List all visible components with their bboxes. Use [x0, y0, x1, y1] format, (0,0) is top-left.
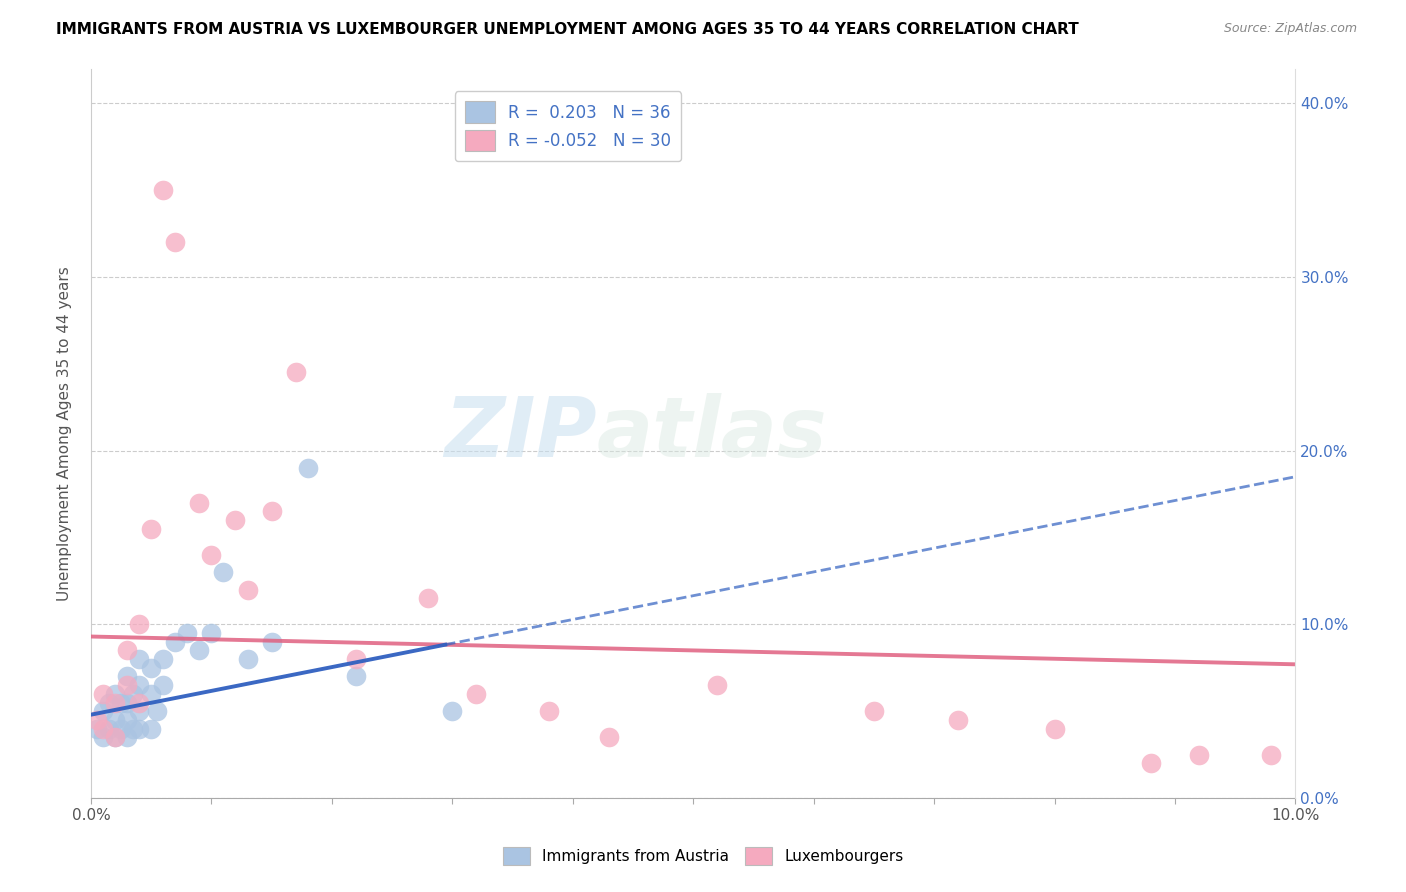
Point — [141, 722, 163, 736]
Point — [260, 504, 283, 518]
Point — [152, 678, 174, 692]
Point — [465, 687, 488, 701]
Point — [128, 722, 150, 736]
Point — [152, 652, 174, 666]
Point — [104, 696, 127, 710]
Point — [344, 652, 367, 666]
Point — [200, 548, 222, 562]
Point — [115, 731, 138, 745]
Point — [200, 626, 222, 640]
Point — [146, 704, 169, 718]
Y-axis label: Unemployment Among Ages 35 to 44 years: Unemployment Among Ages 35 to 44 years — [58, 266, 72, 600]
Point — [1043, 722, 1066, 736]
Point — [91, 687, 114, 701]
Point — [598, 731, 620, 745]
Point — [1260, 747, 1282, 762]
Point — [152, 183, 174, 197]
Point — [122, 687, 145, 701]
Point — [141, 687, 163, 701]
Point — [128, 696, 150, 710]
Point — [128, 678, 150, 692]
Point — [863, 704, 886, 718]
Point — [115, 669, 138, 683]
Point — [110, 696, 132, 710]
Text: atlas: atlas — [596, 392, 828, 474]
Point — [86, 713, 108, 727]
Point — [115, 713, 138, 727]
Point — [141, 661, 163, 675]
Point — [176, 626, 198, 640]
Point — [418, 591, 440, 606]
Point — [104, 731, 127, 745]
Point — [128, 617, 150, 632]
Point — [115, 643, 138, 657]
Point — [1140, 756, 1163, 771]
Point — [344, 669, 367, 683]
Point — [165, 235, 187, 250]
Legend: Immigrants from Austria, Luxembourgers: Immigrants from Austria, Luxembourgers — [496, 841, 910, 871]
Point — [91, 704, 114, 718]
Point — [224, 513, 246, 527]
Point — [188, 496, 211, 510]
Text: ZIP: ZIP — [444, 392, 596, 474]
Point — [115, 696, 138, 710]
Point — [104, 731, 127, 745]
Point — [98, 696, 121, 710]
Point — [91, 722, 114, 736]
Legend: R =  0.203   N = 36, R = -0.052   N = 30: R = 0.203 N = 36, R = -0.052 N = 30 — [454, 92, 681, 161]
Point — [212, 566, 235, 580]
Point — [537, 704, 560, 718]
Point — [110, 722, 132, 736]
Point — [1188, 747, 1211, 762]
Point — [122, 722, 145, 736]
Point — [441, 704, 464, 718]
Point — [128, 704, 150, 718]
Point — [236, 582, 259, 597]
Text: Source: ZipAtlas.com: Source: ZipAtlas.com — [1223, 22, 1357, 36]
Point — [260, 634, 283, 648]
Point — [284, 366, 307, 380]
Point — [236, 652, 259, 666]
Point — [948, 713, 970, 727]
Point — [115, 678, 138, 692]
Point — [98, 722, 121, 736]
Point — [706, 678, 728, 692]
Point — [104, 687, 127, 701]
Point — [297, 461, 319, 475]
Point — [91, 731, 114, 745]
Point — [165, 634, 187, 648]
Point — [188, 643, 211, 657]
Point — [128, 652, 150, 666]
Point — [104, 713, 127, 727]
Point — [141, 522, 163, 536]
Text: IMMIGRANTS FROM AUSTRIA VS LUXEMBOURGER UNEMPLOYMENT AMONG AGES 35 TO 44 YEARS C: IMMIGRANTS FROM AUSTRIA VS LUXEMBOURGER … — [56, 22, 1078, 37]
Point — [86, 722, 108, 736]
